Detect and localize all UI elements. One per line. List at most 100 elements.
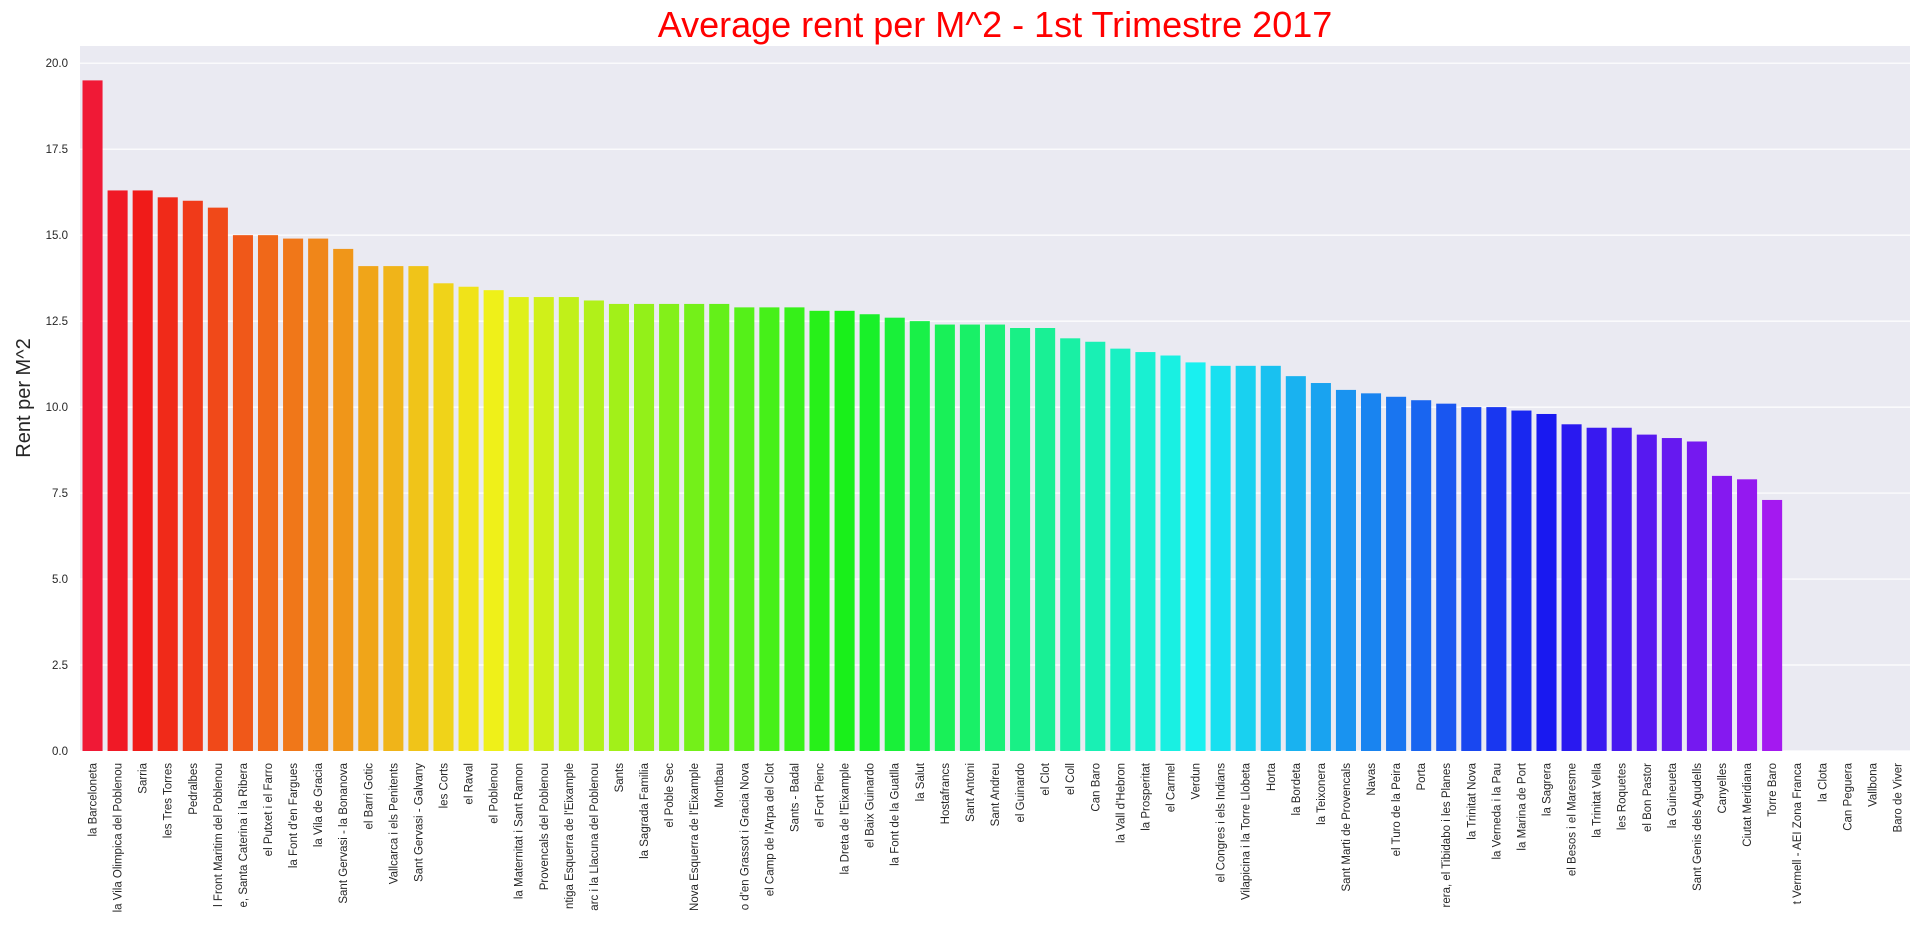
x-tick-label: Vallcarca i els Penitents — [388, 763, 400, 884]
x-tick-label: Verdun — [1191, 763, 1203, 799]
bar — [182, 200, 203, 751]
x-tick-label: el Camp de l'Arpa del Clot — [764, 762, 776, 896]
bar — [1611, 427, 1632, 751]
x-tick-label: la Salut — [915, 762, 927, 801]
bar — [1361, 393, 1382, 751]
y-tick-label: 12.5 — [46, 316, 68, 328]
bar — [809, 310, 830, 751]
y-tick-label: 20.0 — [46, 58, 68, 70]
x-tick-label: e, Santa Caterina i la Ribera — [238, 762, 250, 907]
bar — [634, 303, 655, 751]
x-tick-label: o d'en Grassot i Gracia Nova — [739, 762, 751, 910]
x-tick-label: Torre Baro — [1767, 763, 1779, 817]
x-tick-label: la Barceloneta — [88, 762, 100, 836]
x-tick-label: Baro de Viver — [1892, 763, 1904, 833]
bar — [1536, 413, 1557, 751]
x-tick-label: la Clota — [1817, 762, 1829, 802]
bar — [1411, 400, 1432, 751]
x-tick-label: Ciutat Meridiana — [1742, 762, 1754, 846]
x-tick-label: la Guineueta — [1667, 762, 1679, 828]
bar — [558, 297, 579, 751]
bar — [859, 314, 880, 751]
x-tick-label: Sants — [614, 763, 626, 793]
bar — [1686, 441, 1707, 751]
x-tick-label: l Front Maritim del Poblenou — [213, 763, 225, 907]
y-tick-label: 10.0 — [46, 402, 68, 414]
bar — [608, 303, 629, 751]
x-tick-label: la Vila de Gracia — [313, 762, 325, 847]
bar — [1661, 438, 1682, 751]
bar — [1260, 365, 1281, 751]
bar — [659, 303, 680, 751]
bar — [1185, 362, 1206, 751]
x-tick-label: la Trinitat Nova — [1466, 762, 1478, 839]
x-tick-label: Sant Andreu — [990, 763, 1002, 826]
bar — [82, 80, 103, 751]
y-tick-label: 17.5 — [46, 144, 68, 156]
bar — [1060, 338, 1081, 751]
bar — [1135, 352, 1156, 751]
x-tick-label: la Teixonera — [1316, 762, 1328, 824]
bar — [1511, 410, 1532, 751]
x-tick-label: la Font d'en Fargues — [288, 763, 300, 868]
bar — [734, 307, 755, 751]
bar — [408, 266, 429, 751]
bar — [283, 238, 304, 751]
x-tick-label: el Turo de la Peira — [1391, 762, 1403, 856]
x-tick-label: Sant Gervasi - Galvany — [413, 763, 425, 882]
x-tick-label: Can Peguera — [1842, 762, 1854, 830]
x-tick-label: ntiga Esquerra de l'Eixample — [564, 763, 576, 909]
x-tick-label: Montbau — [714, 763, 726, 808]
bar — [1561, 424, 1582, 751]
x-tick-label: la Dreta de l'Eixample — [840, 763, 852, 875]
x-tick-label: Nova Esquerra de l'Eixample — [689, 763, 701, 911]
x-tick-label: Porta — [1416, 762, 1428, 790]
bar — [1035, 328, 1056, 751]
bar — [1235, 365, 1256, 751]
bar — [333, 248, 354, 751]
bar — [709, 303, 730, 751]
bar — [1335, 389, 1356, 751]
y-tick-label: 2.5 — [52, 660, 68, 672]
x-tick-label: el Coll — [1065, 763, 1077, 795]
x-tick-label: Sants - Badal — [789, 763, 801, 832]
y-axis-label: Rent per M^2 — [13, 338, 35, 457]
x-tick-label: les Corts — [438, 763, 450, 809]
x-tick-label: el Bon Pastor — [1642, 763, 1654, 832]
x-tick-label: la Bordeta — [1291, 762, 1303, 815]
bar — [1636, 434, 1657, 751]
x-tick-label: la Prosperitat — [1140, 762, 1152, 831]
bar — [1436, 403, 1457, 751]
y-tick-label: 5.0 — [52, 574, 68, 586]
bar — [132, 190, 153, 751]
bar — [1711, 475, 1733, 751]
bar — [207, 207, 228, 751]
bar — [308, 238, 329, 751]
x-tick-label: el Fort Pienc — [815, 763, 827, 828]
y-tick-label: 15.0 — [46, 230, 68, 242]
bar — [1486, 407, 1507, 751]
bar — [1110, 348, 1131, 751]
bar — [107, 190, 128, 751]
x-tick-label: el Putxet i el Farro — [263, 763, 275, 856]
x-tick-label: el Poble Sec — [664, 763, 676, 828]
bar — [157, 197, 178, 751]
x-tick-label: el Carmel — [1165, 763, 1177, 812]
y-tick-labels: 0.0 2.5 5.0 7.5 10.0 12.5 15.0 17.5 20.0 — [46, 58, 68, 758]
x-tick-label: Vallbona — [1867, 762, 1879, 807]
bar — [257, 235, 279, 751]
x-tick-label: el Clot — [1040, 762, 1052, 795]
bar — [1160, 355, 1181, 751]
x-tick-label: el Congres i els Indians — [1216, 763, 1228, 883]
x-tick-label: t Vermell - AEI Zona Franca — [1792, 762, 1804, 904]
bar — [934, 324, 955, 751]
bar — [1386, 396, 1407, 751]
bar — [834, 310, 855, 751]
x-tick-label: la Vall d'Hebron — [1115, 763, 1127, 843]
x-tick-label: Navas — [1366, 763, 1378, 796]
y-tick-label: 0.0 — [52, 746, 68, 758]
x-tick-label: Hostafrancs — [940, 763, 952, 825]
x-tick-label: Sant Gervasi - la Bonanova — [338, 762, 350, 903]
x-tick-label: la Font de la Guatlla — [890, 762, 902, 866]
